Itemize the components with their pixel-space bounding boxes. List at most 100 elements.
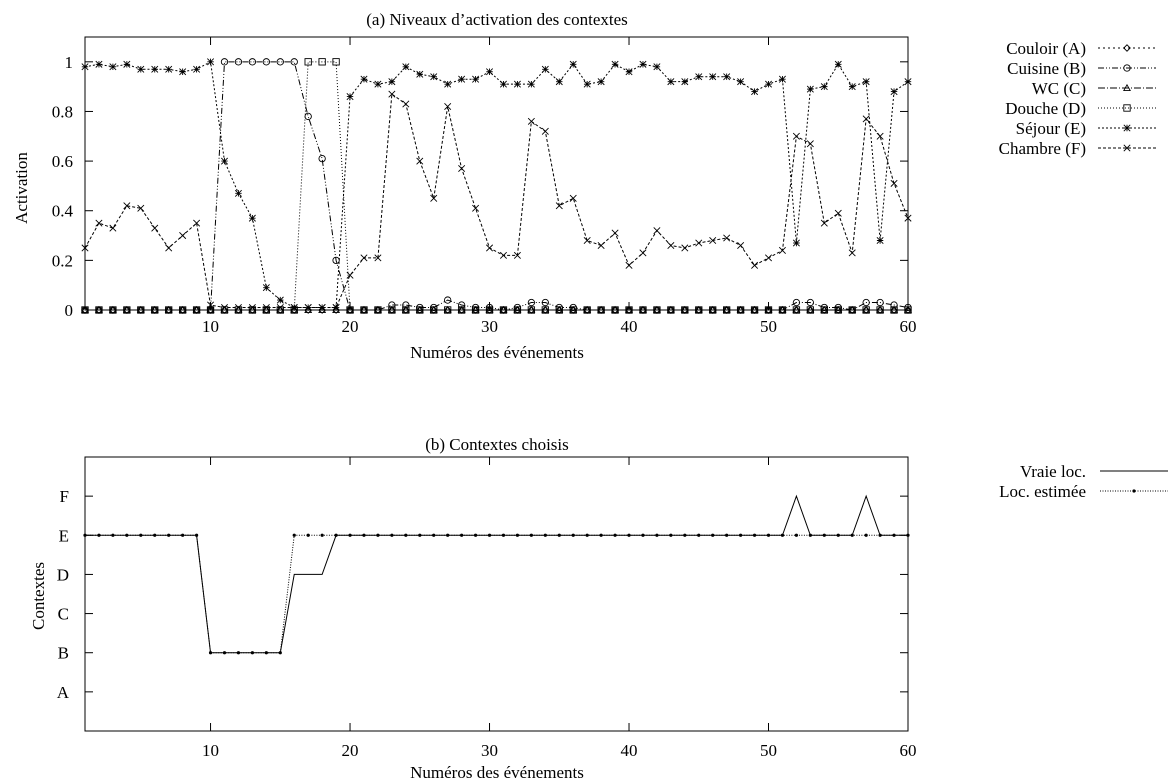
- data-point: [276, 306, 284, 314]
- data-point: [234, 58, 243, 66]
- data-point: [806, 298, 815, 307]
- data-point: [667, 241, 675, 249]
- data-point: [234, 303, 242, 312]
- data-point: [501, 533, 506, 537]
- chart-b-plot-frame: [84, 456, 909, 732]
- data-point: [390, 533, 394, 537]
- data-point: [752, 533, 757, 537]
- data-point: [848, 249, 856, 257]
- legend-marker: [1123, 44, 1131, 52]
- y-tick-label: C: [58, 605, 69, 624]
- data-point: [95, 306, 103, 314]
- legend-marker: [1123, 83, 1131, 92]
- data-point: [513, 251, 521, 259]
- data-point: [374, 80, 382, 88]
- data-point: [332, 306, 340, 314]
- data-point: [655, 533, 659, 537]
- data-point: [443, 305, 452, 314]
- data-point: [220, 58, 229, 66]
- data-point: [892, 533, 896, 537]
- data-point: [444, 306, 452, 314]
- data-point: [458, 165, 466, 173]
- data-point: [485, 305, 494, 314]
- data-point: [806, 305, 815, 314]
- data-point: [625, 68, 633, 76]
- data-point: [848, 83, 856, 91]
- data-point: [792, 298, 801, 307]
- data-point: [836, 533, 840, 537]
- data-point: [374, 306, 382, 314]
- chart-a-title: (a) Niveaux d’activation des contextes: [366, 10, 628, 29]
- data-point: [764, 254, 773, 262]
- data-point: [360, 305, 368, 314]
- data-point: [792, 239, 800, 247]
- data-point: [527, 298, 536, 307]
- data-point: [290, 58, 298, 66]
- data-point: [404, 533, 408, 537]
- data-point: [220, 303, 229, 312]
- legend-label: Chambre (F): [999, 139, 1086, 158]
- data-point: [543, 533, 547, 537]
- data-point: [430, 194, 438, 202]
- data-point: [625, 261, 633, 269]
- data-point: [541, 306, 549, 314]
- data-point: [739, 533, 743, 537]
- y-tick-label: D: [57, 565, 69, 584]
- x-tick-label: 50: [760, 317, 777, 336]
- data-point: [81, 244, 89, 252]
- data-point: [820, 306, 828, 314]
- chart-b-legend: Vraie loc.Loc. estimée: [999, 462, 1168, 501]
- data-point: [125, 533, 129, 537]
- data-point: [904, 78, 912, 86]
- data-point: [332, 256, 340, 265]
- data-point: [569, 194, 577, 202]
- data-point: [220, 157, 229, 165]
- chart-contexts: (b) Contextes choisis Numéros des événem…: [29, 435, 1168, 782]
- data-point: [864, 533, 868, 537]
- data-point: [555, 202, 563, 210]
- data-point: [95, 60, 103, 68]
- series: [81, 90, 912, 312]
- data-point: [304, 306, 313, 314]
- data-point: [499, 305, 508, 314]
- data-point: [653, 227, 661, 235]
- legend-label: WC (C): [1032, 79, 1086, 98]
- data-point: [460, 533, 464, 537]
- data-point: [653, 63, 661, 71]
- data-point: [458, 75, 466, 83]
- series-line: [84, 93, 909, 309]
- data-point: [597, 306, 605, 314]
- data-point: [834, 209, 842, 217]
- data-point: [207, 58, 215, 66]
- data-point: [555, 306, 563, 314]
- data-point: [848, 306, 856, 314]
- data-point: [150, 305, 159, 314]
- data-point: [723, 306, 731, 314]
- data-point: [193, 219, 201, 227]
- data-point: [179, 68, 187, 76]
- data-point: [388, 90, 396, 98]
- data-point: [611, 306, 619, 314]
- data-point: [234, 189, 242, 197]
- data-point: [444, 80, 452, 88]
- data-point: [388, 301, 396, 309]
- data-point: [416, 306, 424, 314]
- chart-a-legend: Couloir (A)Cuisine (B)WC (C)Douche (D)Sé…: [999, 39, 1156, 158]
- data-point: [527, 306, 536, 314]
- data-point: [402, 301, 410, 309]
- data-point: [680, 305, 689, 314]
- data-point: [332, 303, 340, 312]
- data-point: [862, 115, 870, 123]
- data-point: [695, 73, 703, 81]
- data-point: [499, 80, 507, 88]
- data-point: [611, 229, 619, 237]
- y-tick-label: E: [59, 526, 69, 545]
- data-point: [290, 303, 298, 312]
- y-tick-label: 0.2: [52, 251, 73, 270]
- data-point: [444, 102, 452, 111]
- data-point: [571, 533, 575, 537]
- data-point: [262, 306, 270, 314]
- data-point: [318, 58, 326, 66]
- chart-b-series: [83, 494, 910, 655]
- data-point: [627, 533, 631, 537]
